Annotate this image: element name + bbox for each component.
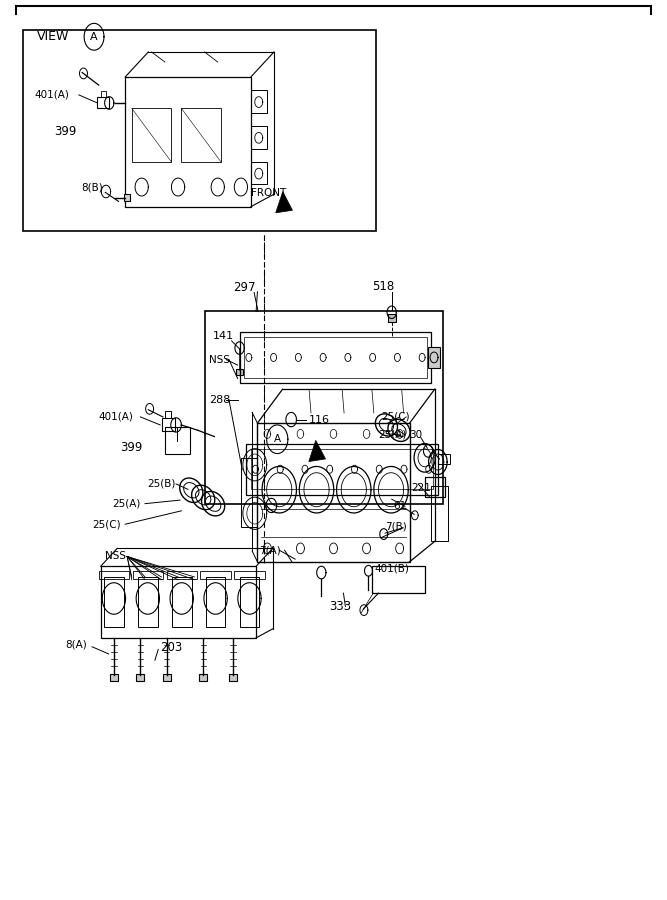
Text: 401(A): 401(A) (35, 90, 69, 100)
Text: 25(B): 25(B) (147, 479, 175, 489)
Bar (101, 91, 106, 96)
Text: 25(C): 25(C) (381, 412, 410, 422)
Bar (110, 673, 118, 680)
Bar (200, 571, 231, 580)
Bar (428, 346, 440, 368)
Text: 288: 288 (209, 395, 231, 405)
Bar (97, 96, 109, 108)
Bar (372, 566, 425, 593)
Bar (125, 77, 251, 207)
Bar (234, 571, 265, 580)
Text: 8(A): 8(A) (65, 640, 87, 650)
Bar (241, 458, 257, 527)
Bar (199, 673, 207, 680)
Bar (104, 577, 124, 627)
Text: 221: 221 (412, 482, 432, 492)
Text: FRONT: FRONT (251, 188, 286, 198)
Text: A: A (273, 435, 281, 445)
Text: NSS: NSS (105, 552, 126, 562)
Bar (181, 108, 221, 162)
Bar (239, 332, 432, 382)
Bar (251, 449, 434, 490)
Bar (251, 90, 267, 112)
Bar (425, 477, 445, 497)
Bar (136, 673, 144, 680)
Polygon shape (275, 192, 293, 212)
Text: 203: 203 (160, 641, 183, 654)
Bar (165, 427, 190, 454)
Text: VIEW: VIEW (37, 31, 69, 43)
Bar (99, 571, 129, 580)
Bar (124, 194, 131, 202)
Text: 333: 333 (329, 600, 351, 613)
Bar (432, 486, 448, 542)
Polygon shape (309, 440, 325, 462)
Bar (23, 30, 376, 231)
Bar (438, 454, 450, 464)
Text: 141: 141 (213, 330, 234, 340)
Text: 518: 518 (372, 280, 394, 292)
Text: 399: 399 (121, 441, 143, 454)
Bar (161, 418, 175, 431)
Bar (251, 162, 267, 184)
Text: 401(B): 401(B) (374, 564, 410, 574)
Text: 25(A): 25(A) (112, 499, 140, 508)
Text: 7(B): 7(B) (385, 521, 407, 531)
Bar (165, 410, 171, 418)
Bar (101, 566, 256, 638)
Text: 297: 297 (233, 281, 255, 293)
Bar (132, 108, 171, 162)
Text: 7(A): 7(A) (259, 545, 281, 555)
Bar (388, 314, 396, 322)
Text: A: A (90, 32, 98, 41)
Bar (133, 571, 163, 580)
Bar (244, 338, 427, 378)
Bar (138, 577, 157, 627)
Bar (167, 571, 197, 580)
Bar (229, 673, 237, 680)
Text: NSS: NSS (209, 355, 230, 365)
Bar (257, 423, 410, 562)
Bar (236, 369, 243, 375)
Bar (205, 577, 225, 627)
Bar (163, 673, 171, 680)
Bar (172, 577, 191, 627)
Text: 25(A): 25(A) (378, 430, 407, 440)
Bar (246, 444, 438, 495)
Text: 399: 399 (55, 125, 77, 138)
Text: 25(C): 25(C) (92, 519, 121, 529)
Bar (239, 577, 259, 627)
Text: 61: 61 (393, 501, 406, 511)
Bar (205, 311, 443, 504)
Text: 8(B): 8(B) (81, 183, 103, 193)
Text: 30: 30 (410, 430, 423, 440)
Text: 116: 116 (308, 415, 329, 425)
Bar (251, 126, 267, 148)
Text: 401(A): 401(A) (99, 412, 133, 422)
